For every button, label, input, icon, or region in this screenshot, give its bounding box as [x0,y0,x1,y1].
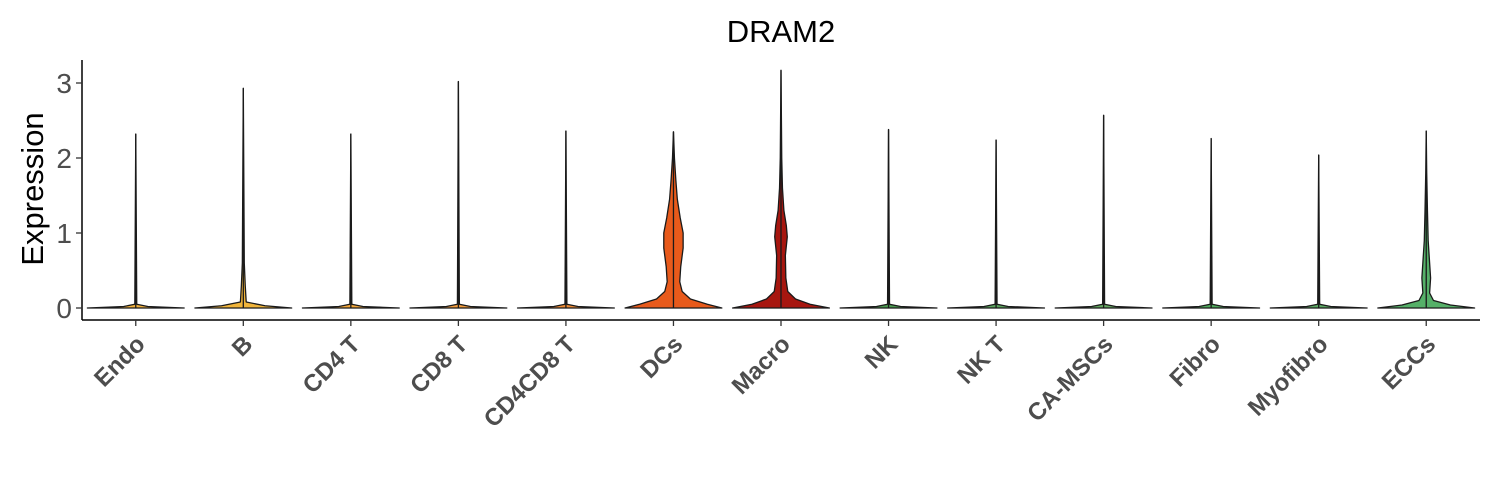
x-axis-ticks: Endo B CD4 T CD8 T CD4CD8 T DCs Macro NK NK T CA-… [89,320,1441,433]
x-tick-label: DCs [635,331,688,384]
x-tick-label: CD4 T [298,331,366,399]
x-tick-label: NK [860,330,904,374]
x-tick-label: Fibro [1165,331,1227,393]
x-tick-label: Myofibro [1243,331,1334,422]
chart-title: DRAM2 [727,14,836,49]
y-axis-ticks: 0 1 2 3 [56,68,82,324]
x-tick-label: B [227,331,258,362]
x-tick-label: Macro [727,331,796,400]
x-tick-label: CD4CD8 T [479,331,581,433]
plot-area [86,69,1476,309]
x-tick-label: CD8 T [405,331,473,399]
x-tick-label: ECCs [1377,331,1441,395]
y-tick-label: 2 [56,143,72,174]
x-tick-label: NK T [952,331,1011,390]
y-axis-label: Expression [15,112,50,265]
y-tick-label: 1 [56,218,72,249]
x-tick-label: Endo [89,331,151,393]
x-tick-label: CA-MSCs [1022,331,1118,427]
y-tick-label: 3 [56,68,72,99]
y-tick-label: 0 [56,293,72,324]
